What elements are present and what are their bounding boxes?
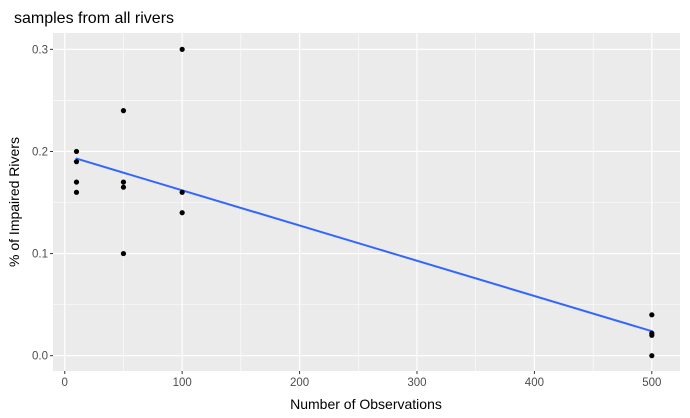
y-tick-label: 0.2 xyxy=(32,146,48,158)
x-tick-label: 0 xyxy=(62,377,68,389)
x-tick-label: 300 xyxy=(407,377,426,389)
data-point xyxy=(649,353,655,359)
data-points xyxy=(73,46,655,359)
data-point xyxy=(179,189,185,195)
trend-line-group xyxy=(75,157,653,333)
x-tick-label: 200 xyxy=(290,377,309,389)
data-point xyxy=(120,250,127,257)
axis-ticks: 0 100 200 300 400 500 0.0 0.1 0.2 0.3 xyxy=(32,44,661,389)
data-point xyxy=(73,189,80,195)
data-point xyxy=(73,148,80,155)
data-point xyxy=(179,210,185,216)
data-point xyxy=(73,159,80,165)
data-point xyxy=(120,108,127,114)
data-point xyxy=(179,46,185,52)
chart-title: samples from all rivers xyxy=(14,10,174,27)
plot-panel xyxy=(53,33,680,371)
data-point xyxy=(120,179,127,185)
x-tick-label: 400 xyxy=(525,377,544,389)
y-tick-label: 0.1 xyxy=(32,249,48,261)
data-point xyxy=(120,184,127,190)
data-point xyxy=(649,332,655,338)
minor-gridlines xyxy=(53,33,680,371)
data-point xyxy=(73,179,80,185)
x-axis-title: Number of Observations xyxy=(290,396,442,412)
trend-line xyxy=(75,157,653,333)
y-tick-label: 0.0 xyxy=(32,351,48,363)
data-point xyxy=(649,312,655,318)
x-tick-label: 100 xyxy=(173,377,192,389)
x-tick-label: 500 xyxy=(642,377,661,389)
y-axis-title: % of Impaired Rivers xyxy=(6,137,22,267)
y-tick-label: 0.3 xyxy=(32,44,48,56)
